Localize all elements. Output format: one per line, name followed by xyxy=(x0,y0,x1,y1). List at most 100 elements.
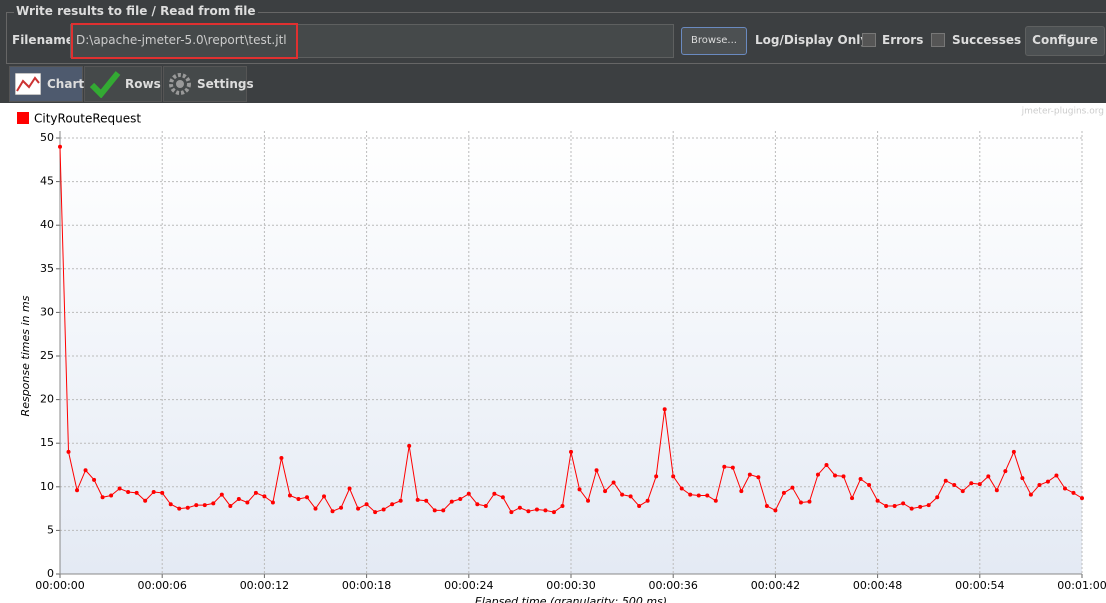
successes-label: Successes xyxy=(952,33,1022,47)
data-point xyxy=(781,490,786,495)
data-point xyxy=(313,506,318,511)
data-point xyxy=(415,497,420,502)
data-point xyxy=(160,490,165,495)
data-point xyxy=(901,501,906,506)
data-point xyxy=(245,500,250,505)
y-tick-label: 0 xyxy=(47,567,54,580)
data-point xyxy=(270,500,275,505)
chart-tab[interactable]: Chart xyxy=(9,66,85,102)
data-point xyxy=(151,490,156,495)
data-point xyxy=(1045,479,1050,484)
y-tick-label: 40 xyxy=(40,218,54,231)
data-point xyxy=(398,498,403,503)
browse-button[interactable]: Browse... xyxy=(681,27,747,55)
y-tick-label: 15 xyxy=(40,436,54,449)
data-point xyxy=(688,492,693,497)
data-point xyxy=(739,489,744,494)
data-point xyxy=(168,502,173,507)
data-point xyxy=(543,508,548,513)
data-point xyxy=(569,449,573,454)
tab-label: Chart xyxy=(47,77,85,91)
data-point xyxy=(287,493,292,498)
data-point xyxy=(713,498,718,503)
data-point xyxy=(211,501,216,506)
x-tick-label: 00:00:42 xyxy=(751,579,800,592)
data-point xyxy=(943,478,948,483)
rows-icon xyxy=(89,71,121,98)
data-point xyxy=(126,490,131,495)
data-point xyxy=(730,465,735,470)
y-tick-label: 45 xyxy=(40,175,54,188)
filename-value: D:\apache-jmeter-5.0\report\test.jtl xyxy=(76,33,287,47)
data-point xyxy=(815,472,820,477)
data-point xyxy=(58,144,62,149)
data-point xyxy=(449,499,454,504)
data-point xyxy=(492,491,497,496)
data-point xyxy=(696,493,701,498)
x-tick-label: 00:00:54 xyxy=(955,579,1004,592)
configure-button[interactable]: Configure xyxy=(1025,26,1105,56)
legend-label: CityRouteRequest xyxy=(34,112,141,126)
x-tick-label: 00:00:30 xyxy=(546,579,595,592)
data-point xyxy=(850,496,855,501)
data-point xyxy=(747,472,752,477)
data-point xyxy=(986,474,991,479)
data-point xyxy=(969,481,974,486)
data-point xyxy=(458,497,463,502)
data-point xyxy=(790,485,795,490)
data-point xyxy=(1054,473,1059,478)
tab-label: Rows xyxy=(125,77,161,91)
data-point xyxy=(994,488,999,493)
filename-field[interactable] xyxy=(70,24,674,58)
chart: jmeter-plugins.org 0 5 10 15 20 25 30 35 40 45 50 0… xyxy=(0,103,1106,603)
data-point xyxy=(611,480,616,485)
data-point xyxy=(926,503,931,508)
data-point xyxy=(833,473,838,478)
data-point xyxy=(807,499,812,504)
data-point xyxy=(390,502,395,507)
data-point xyxy=(824,463,829,467)
data-point xyxy=(960,489,965,494)
data-point xyxy=(977,482,982,487)
rows-tab[interactable]: Rows xyxy=(84,66,162,102)
x-tick-label: 00:00:48 xyxy=(853,579,902,592)
data-point xyxy=(756,475,761,480)
data-point xyxy=(407,443,412,448)
data-point xyxy=(705,493,710,498)
data-point xyxy=(322,494,327,499)
x-tick-label: 00:00:00 xyxy=(35,579,84,592)
y-tick-label: 25 xyxy=(40,349,54,362)
data-point xyxy=(347,486,352,491)
data-point xyxy=(228,503,233,508)
data-point xyxy=(432,508,437,513)
data-point xyxy=(722,464,727,469)
data-point xyxy=(75,488,80,493)
errors-checkbox[interactable] xyxy=(862,33,876,47)
settings-tab[interactable]: Settings xyxy=(163,66,254,102)
data-point xyxy=(952,483,957,488)
x-tick-label: 00:00:06 xyxy=(137,579,186,592)
data-point xyxy=(892,503,897,508)
x-tick-label: 00:00:18 xyxy=(342,579,391,592)
data-point xyxy=(918,504,923,509)
x-tick-label: 00:00:24 xyxy=(444,579,493,592)
data-point xyxy=(83,468,88,473)
data-point xyxy=(236,497,241,502)
data-point xyxy=(339,505,344,510)
watermark: jmeter-plugins.org xyxy=(1021,107,1104,117)
data-point xyxy=(100,495,105,500)
data-point xyxy=(858,476,863,481)
data-point xyxy=(764,503,769,508)
x-tick-label: 00:00:12 xyxy=(240,579,289,592)
panel-border xyxy=(6,12,1106,64)
data-point xyxy=(1003,469,1008,474)
data-point xyxy=(177,506,182,511)
log-label: Log/Display Only: xyxy=(755,33,873,47)
data-point xyxy=(134,490,139,495)
data-point xyxy=(534,507,539,512)
data-point xyxy=(603,489,608,494)
settings-icon xyxy=(169,73,191,95)
data-point xyxy=(586,498,591,503)
data-point xyxy=(909,506,914,511)
successes-checkbox[interactable] xyxy=(931,33,945,47)
